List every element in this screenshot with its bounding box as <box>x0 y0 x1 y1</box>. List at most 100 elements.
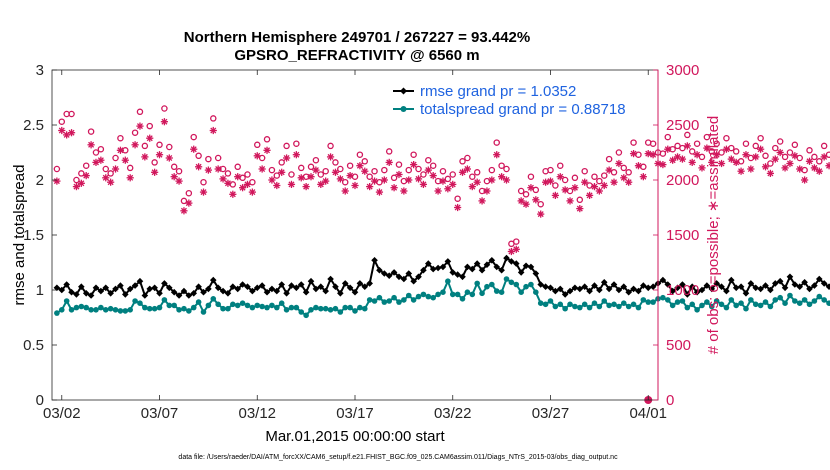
possible-obs-point <box>288 171 295 178</box>
assimilated-obs-point <box>595 187 603 195</box>
totalspread-point <box>640 297 647 303</box>
totalspread-point <box>107 305 114 312</box>
totalspread-point <box>239 300 246 307</box>
totalspread-point <box>669 302 676 309</box>
assimilated-obs-point <box>238 184 247 192</box>
possible-obs-point <box>381 166 388 174</box>
possible-obs-point <box>415 165 422 173</box>
assimilated-obs-point <box>688 158 696 166</box>
rmse-point <box>126 285 134 293</box>
possible-obs-point <box>488 166 496 174</box>
rmse-point <box>205 285 212 293</box>
possible-obs-point <box>239 174 246 182</box>
rmse-point <box>478 266 486 274</box>
assimilated-obs-point <box>566 197 574 205</box>
left-y-tick-label: 0 <box>36 392 44 409</box>
left-y-tick-label: 0.5 <box>23 337 44 354</box>
assimilated-obs-point <box>307 173 315 181</box>
x-tick-label: 03/07 <box>141 405 179 422</box>
totalspread-point <box>127 307 133 313</box>
totalspread-point <box>357 304 363 311</box>
right-y-tick-label: 1000 <box>666 282 699 299</box>
totalspread-point <box>503 276 510 282</box>
possible-obs-point <box>664 133 672 141</box>
rmse-point <box>600 279 608 286</box>
assimilated-obs-point <box>512 245 520 253</box>
rmse-point <box>151 284 158 292</box>
assimilated-obs-point <box>454 203 462 212</box>
right-y-tick-label: 0 <box>666 392 674 409</box>
possible-obs-point <box>464 154 471 162</box>
totalspread-point <box>327 307 334 313</box>
assimilated-obs-point <box>498 173 506 181</box>
totalspread-point <box>586 304 593 311</box>
totalspread-point <box>572 303 578 310</box>
assimilated-obs-point <box>395 170 403 179</box>
rmse-point <box>698 286 706 294</box>
possible-obs-point <box>73 176 80 184</box>
possible-obs-point <box>811 153 818 161</box>
possible-obs-point <box>571 174 579 182</box>
totalspread-point <box>474 280 480 287</box>
rmse-point <box>620 283 628 290</box>
possible-obs-point <box>503 165 510 173</box>
rmse-point <box>146 285 154 293</box>
rmse-point <box>82 290 90 297</box>
assimilated-obs-point <box>449 180 457 188</box>
assimilated-obs-point <box>561 186 569 194</box>
totalspread-point <box>337 309 344 315</box>
x-tick-label: 03/02 <box>43 405 81 422</box>
assimilated-obs-point <box>336 175 344 183</box>
assimilated-obs-point <box>175 177 183 185</box>
assimilated-obs-point <box>185 199 193 207</box>
rmse-point <box>195 283 202 290</box>
rmse-point <box>728 276 735 284</box>
rmse-point <box>747 280 755 287</box>
totalspread-point <box>396 299 402 305</box>
totalspread-point <box>420 291 427 298</box>
totalspread-point <box>132 298 138 304</box>
assimilated-obs-point <box>801 176 809 184</box>
rmse-point <box>327 275 334 283</box>
possible-obs-point <box>640 163 647 171</box>
totalspread-point <box>601 298 608 304</box>
x-tick-label: 03/22 <box>434 405 472 422</box>
rmse-point <box>468 265 476 273</box>
rmse-point <box>249 287 256 295</box>
totalspread-point <box>484 283 490 290</box>
assimilated-obs-point <box>669 156 677 164</box>
rmse-point <box>332 283 339 290</box>
totalspread-point <box>772 297 779 303</box>
rmse-point <box>718 283 725 290</box>
rmse-point <box>293 284 300 292</box>
rmse-point <box>68 288 75 296</box>
rmse-point <box>58 286 66 294</box>
assimilated-obs-point <box>72 183 81 191</box>
possible-obs-point <box>786 149 794 156</box>
totalspread-point <box>254 302 261 309</box>
assimilated-obs-point <box>146 134 154 142</box>
totalspread-point <box>440 289 446 296</box>
rmse-point <box>273 287 281 295</box>
rmse-spread-series <box>53 254 830 319</box>
assimilated-obs-point <box>805 157 814 165</box>
totalspread-point <box>523 283 529 290</box>
totalspread-point <box>308 307 314 313</box>
rmse-point <box>263 288 271 296</box>
assimilated-obs-point <box>214 165 222 173</box>
rmse-point <box>757 285 764 293</box>
totalspread-point <box>298 309 305 315</box>
totalspread-point <box>801 297 808 303</box>
rmse-point <box>244 283 251 290</box>
assimilated-obs-point <box>234 173 242 181</box>
possible-obs-point <box>395 161 403 168</box>
legend-label: rmse grand pr = 1.0352 <box>420 83 576 100</box>
totalspread-point <box>528 281 534 288</box>
totalspread-point <box>386 298 393 304</box>
assimilated-obs-point <box>419 180 428 188</box>
possible-obs-point <box>214 154 222 162</box>
rmse-point <box>239 281 246 288</box>
rmse-point <box>796 283 804 290</box>
possible-obs-point <box>244 171 251 178</box>
assimilated-obs-point <box>757 145 765 153</box>
